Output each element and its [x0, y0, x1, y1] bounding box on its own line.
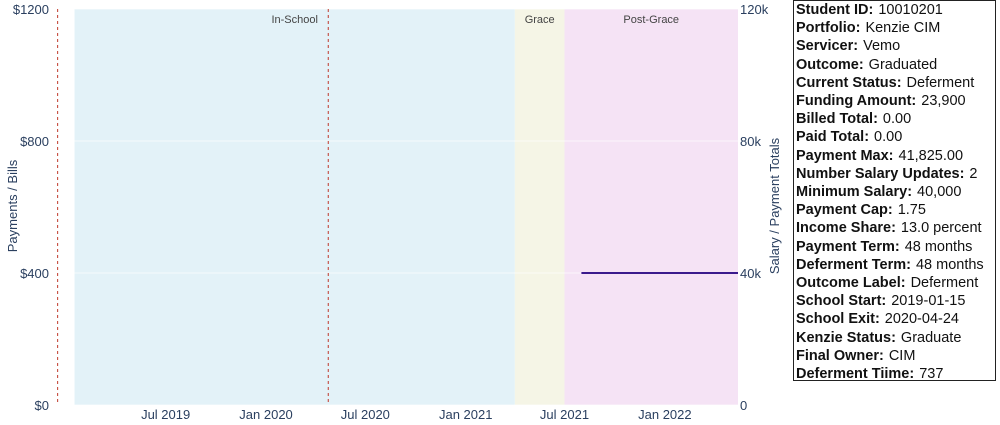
x-tick-label: Jan 2022 [638, 407, 692, 422]
info-row: School Start: 2019-01-15 [796, 292, 995, 310]
x-axis-ticks: Jul 2019 Jan 2020 Jul 2020 Jan 2021 Jul 2021… [141, 407, 692, 422]
info-value: 40,000 [917, 184, 962, 201]
info-row: Servicer: Vemo [796, 37, 995, 55]
left-tick-label: $0 [35, 398, 49, 413]
info-value: Kenzie CIM [865, 20, 941, 37]
info-key: Payment Term: [796, 238, 900, 255]
phase-label: Post-Grace [623, 14, 679, 26]
x-tick-label: Jul 2019 [141, 407, 190, 422]
info-key: Deferment Tiime: [796, 366, 915, 383]
info-key: School Exit: [796, 311, 880, 328]
event-lines [57, 9, 329, 405]
x-tick-label: Jul 2021 [540, 407, 589, 422]
student-info-panel: Student ID: 10010201 Portfolio: Kenzie CIM S… [793, 0, 996, 383]
info-row: Final Owner: CIM [796, 347, 995, 365]
info-value: 41,825.00 [898, 147, 964, 164]
info-value: 2020-04-24 [884, 311, 959, 328]
phase-band-in-school [74, 9, 515, 405]
info-value: Graduated [868, 56, 938, 73]
info-key: School Start: [796, 293, 887, 310]
info-key: Income Share: [796, 220, 896, 237]
info-value: 48 months [904, 238, 973, 255]
info-row: Paid Total: 0.00 [796, 128, 995, 146]
info-row: Number Salary Updates: 2 [796, 165, 995, 183]
right-tick-label: 80k [740, 134, 761, 149]
info-key: Payment Cap: [796, 202, 893, 219]
info-row: Billed Total: 0.00 [796, 110, 995, 128]
info-value: Graduate [900, 329, 962, 346]
info-key: Portfolio: [796, 20, 861, 37]
info-key: Minimum Salary: [796, 184, 913, 201]
info-key: Number Salary Updates: [796, 165, 965, 182]
info-row: Income Share: 13.0 percent [796, 219, 995, 237]
info-value: 0.00 [882, 111, 912, 128]
info-key: Outcome Label: [796, 275, 906, 292]
info-row: Payment Term: 48 months [796, 238, 995, 256]
right-tick-label: 120k [740, 2, 769, 17]
info-value: 737 [919, 366, 944, 383]
right-tick-label: 40k [740, 266, 761, 281]
phase-band-grace [514, 9, 565, 405]
info-value: Vemo [863, 38, 901, 55]
info-row: Student ID: 10010201 [796, 1, 995, 19]
right-axis-title: Salary / Payment Totals [767, 137, 782, 274]
info-key: Kenzie Status: [796, 329, 896, 346]
info-value: 10010201 [878, 2, 943, 18]
phase-band-post-grace [564, 9, 738, 405]
info-row: Kenzie Status: Graduate [796, 329, 995, 347]
phase-label: Grace [525, 14, 555, 26]
phase-bands: In-School Grace Post-Grace [74, 9, 738, 405]
info-value: 2019-01-15 [891, 293, 966, 310]
info-value: Deferment [906, 74, 975, 91]
info-key: Student ID: [796, 2, 874, 18]
info-value: 23,900 [921, 93, 966, 110]
info-key: Payment Max: [796, 147, 894, 164]
left-axis-title: Payments / Bills [5, 159, 20, 252]
left-axis-ticks: $0 $400 $800 $1200 [13, 2, 49, 413]
phase-label: In-School [271, 14, 317, 26]
info-row: Payment Max: 41,825.00 [796, 147, 995, 165]
info-row: Payment Cap: 1.75 [796, 201, 995, 219]
info-row: Current Status: Deferment [796, 74, 995, 92]
left-tick-label: $800 [20, 134, 49, 149]
info-row: Minimum Salary: 40,000 [796, 183, 995, 201]
info-key: Outcome: [796, 56, 864, 73]
info-value: 48 months [915, 256, 984, 273]
x-tick-label: Jul 2020 [341, 407, 390, 422]
x-tick-label: Jan 2021 [439, 407, 493, 422]
info-value: 13.0 percent [900, 220, 982, 237]
info-key: Funding Amount: [796, 93, 917, 110]
info-row: Deferment Tiime: 737 [796, 365, 995, 383]
student-timeline-chart: In-School Grace Post-Grace Jul 2019 Jan 202… [5, 2, 782, 422]
info-key: Servicer: [796, 38, 859, 55]
right-tick-label: 0 [740, 398, 747, 413]
right-axis-ticks: 0 40k 80k 120k [740, 2, 769, 413]
left-tick-label: $400 [20, 266, 49, 281]
info-value: 1.75 [897, 202, 926, 219]
info-value: CIM [888, 347, 916, 364]
info-row: Funding Amount: 23,900 [796, 92, 995, 110]
info-key: Billed Total: [796, 111, 878, 128]
info-row: Deferment Term: 48 months [796, 256, 995, 274]
info-value: 2 [969, 165, 978, 182]
info-row: Portfolio: Kenzie CIM [796, 19, 995, 37]
info-key: Deferment Term: [796, 256, 911, 273]
left-tick-label: $1200 [13, 2, 49, 17]
info-row: Outcome Label: Deferment [796, 274, 995, 292]
info-row: Outcome: Graduated [796, 56, 995, 74]
info-value: Deferment [910, 275, 979, 292]
info-key: Current Status: [796, 74, 902, 91]
info-key: Final Owner: [796, 347, 884, 364]
info-row: School Exit: 2020-04-24 [796, 310, 995, 328]
info-value: 0.00 [874, 129, 903, 146]
info-key: Paid Total: [796, 129, 870, 146]
x-tick-label: Jan 2020 [239, 407, 293, 422]
